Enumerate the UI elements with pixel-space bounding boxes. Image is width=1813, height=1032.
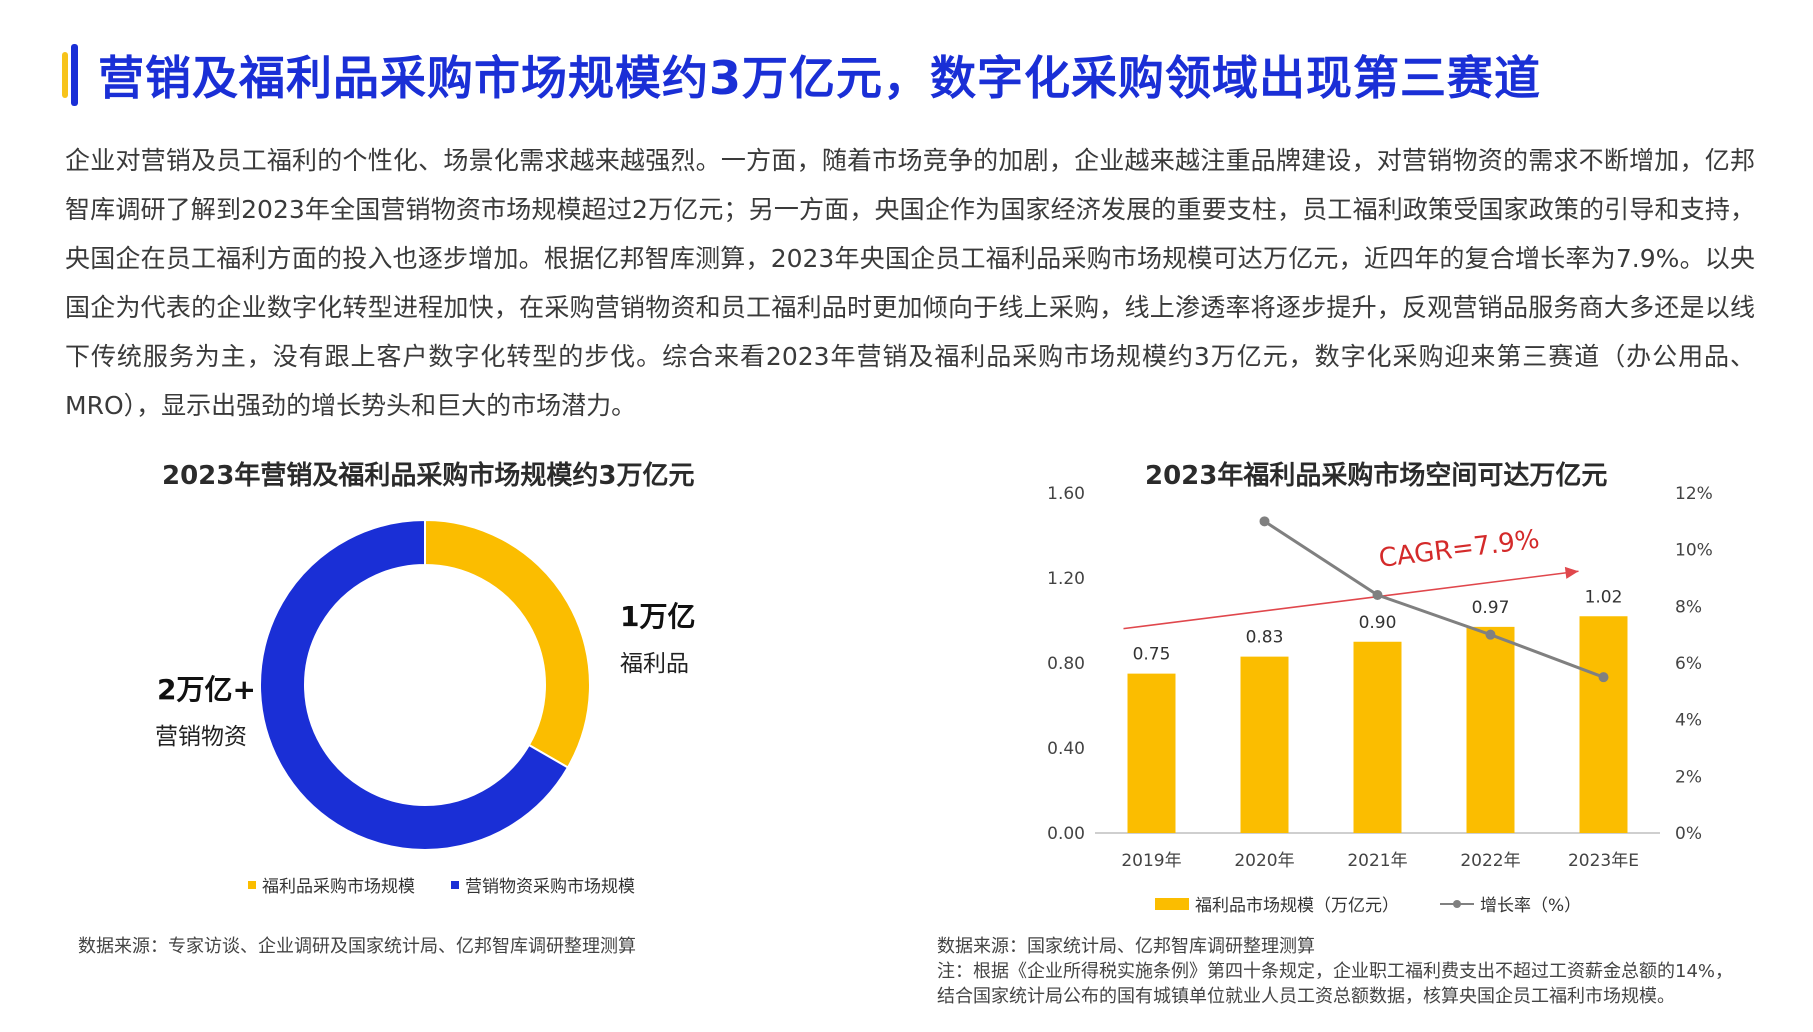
bar-legend-growth-rate: 增长率（%）	[1440, 891, 1581, 916]
legend-label: 营销物资采购市场规模	[465, 877, 635, 897]
bar	[1579, 616, 1628, 833]
bar-data-label: 0.75	[1133, 645, 1171, 665]
donut-label-marketing-category: 营销物资	[155, 724, 247, 750]
bar	[1240, 656, 1289, 833]
bar	[1353, 641, 1402, 833]
legend-swatch	[451, 880, 459, 889]
y2-tick-label: 10%	[1675, 541, 1713, 561]
title-bar: 营销及福利品采购市场规模约3万亿元，数字化采购领域出现第三赛道	[62, 40, 1541, 110]
legend-label: 增长率（%）	[1480, 896, 1582, 916]
donut-chart	[259, 518, 591, 851]
donut-legend-welfare: 福利品采购市场规模	[248, 872, 415, 897]
y2-tick-label: 0%	[1675, 824, 1702, 844]
y2-tick-label: 6%	[1675, 654, 1702, 674]
growth-rate-point	[1372, 590, 1383, 600]
cagr-annotation: CAGR=7.9%	[1377, 524, 1541, 573]
x-tick-label: 2023年E	[1568, 851, 1639, 871]
cagr-trend-line	[1123, 570, 1579, 630]
x-tick-label: 2021年	[1347, 851, 1407, 871]
legend-label: 福利品采购市场规模	[262, 877, 415, 897]
bar-data-label: 0.83	[1246, 628, 1284, 648]
legend-swatch	[1440, 898, 1474, 910]
y-tick-label: 1.20	[1047, 569, 1085, 589]
x-tick-label: 2022年	[1460, 851, 1520, 871]
body-paragraph: 企业对营销及员工福利的个性化、场景化需求越来越强烈。一方面，随着市场竞争的加剧，…	[65, 146, 1755, 420]
y-tick-label: 0.40	[1047, 739, 1085, 759]
bar-data-label: 1.02	[1585, 587, 1623, 607]
bar-data-label: 0.90	[1359, 613, 1397, 633]
title-accent-bar	[62, 44, 78, 106]
bar-note-line-1: 注：根据《企业所得税实施条例》第四十条规定，企业职工福利费支出不超过工资薪金总额…	[937, 961, 1734, 982]
cagr-arrow-head	[1564, 566, 1579, 579]
x-tick-label: 2020年	[1234, 851, 1294, 871]
donut-slice-1	[259, 518, 570, 851]
donut-label-welfare-category: 福利品	[620, 651, 689, 677]
bar-line-chart: 0.00 0.40 0.80 1.20 1.60 0% 2% 4% 6% 8% 10% 12% 0.75…	[1047, 484, 1713, 871]
bar	[1127, 673, 1176, 833]
bar-data-label: 0.97	[1472, 598, 1510, 618]
x-tick-label: 2019年	[1121, 851, 1181, 871]
legend-label: 福利品市场规模（万亿元）	[1195, 896, 1399, 916]
legend-swatch	[248, 880, 256, 889]
growth-rate-point	[1259, 516, 1270, 527]
y2-tick-label: 4%	[1675, 711, 1702, 731]
y2-tick-label: 12%	[1675, 484, 1713, 504]
y-tick-label: 0.00	[1047, 824, 1085, 844]
donut-data-source: 数据来源：专家访谈、企业调研及国家统计局、亿邦智库调研整理测算	[78, 936, 636, 957]
growth-rate-line	[1263, 520, 1605, 679]
bar-data-source: 数据来源：国家统计局、亿邦智库调研整理测算	[937, 936, 1315, 957]
y2-tick-label: 8%	[1675, 597, 1702, 617]
donut-label-marketing-value: 2万亿+	[157, 673, 256, 706]
y-tick-label: 0.80	[1047, 654, 1085, 674]
growth-rate-point	[1485, 629, 1496, 640]
y-tick-label: 1.60	[1047, 484, 1085, 504]
page-title: 营销及福利品采购市场规模约3万亿元，数字化采购领域出现第三赛道	[98, 51, 1542, 105]
bar	[1466, 626, 1515, 833]
donut-chart-title: 2023年营销及福利品采购市场规模约3万亿元	[162, 461, 695, 491]
donut-label-welfare-value: 1万亿	[620, 600, 696, 633]
bar-legend-market-size: 福利品市场规模（万亿元）	[1155, 891, 1399, 916]
donut-slice-0	[424, 518, 591, 769]
growth-rate-point	[1598, 672, 1609, 683]
legend-swatch	[1155, 897, 1189, 910]
donut-legend-marketing: 营销物资采购市场规模	[451, 872, 635, 897]
y2-tick-label: 2%	[1675, 767, 1702, 787]
bar-note-line-2: 结合国家统计局公布的国有城镇单位就业人员工资总额数据，核算央国企员工福利市场规模…	[937, 986, 1675, 1007]
bar-chart-title: 2023年福利品采购市场空间可达万亿元	[1145, 461, 1608, 491]
